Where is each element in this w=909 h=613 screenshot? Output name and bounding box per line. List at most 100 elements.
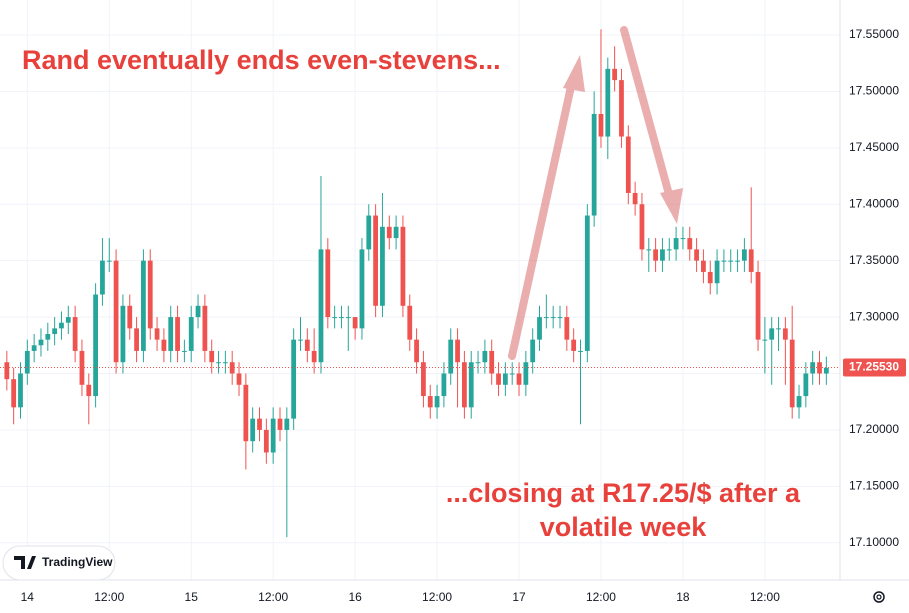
candle-body — [502, 373, 508, 385]
x-tick-label: 16 — [348, 590, 362, 604]
candle-body — [352, 317, 358, 329]
x-tick-label: 18 — [676, 590, 690, 604]
candle-body — [762, 339, 768, 341]
y-tick-label: 17.55000 — [849, 27, 899, 41]
y-tick-label: 17.10000 — [849, 535, 899, 549]
candle-body — [823, 367, 829, 374]
candle-body — [4, 362, 10, 380]
candle-body — [680, 238, 686, 240]
candle-body — [803, 373, 809, 397]
candle-body — [359, 249, 365, 329]
candle-body — [366, 215, 372, 250]
candle-body — [127, 305, 133, 329]
candle-body — [516, 373, 522, 385]
candle-body — [769, 328, 775, 340]
candle-body — [782, 328, 788, 340]
candle-body — [455, 339, 460, 363]
candle-body — [714, 260, 720, 284]
candle-body — [496, 373, 501, 385]
grid — [0, 0, 840, 580]
candle-body — [639, 204, 645, 250]
candle-body — [701, 260, 706, 272]
candle-body — [332, 317, 338, 319]
candle-body — [523, 362, 529, 385]
arrow-down — [620, 26, 683, 224]
candle-body — [373, 215, 378, 306]
candle-body — [707, 271, 713, 284]
candle-body — [646, 249, 652, 251]
candle-body — [257, 418, 262, 430]
x-tick-label: 15 — [185, 590, 199, 604]
candle-body — [45, 334, 51, 340]
candle-body — [250, 418, 256, 442]
candle-body — [687, 238, 693, 250]
candle-body — [222, 362, 228, 364]
last-price-label: 17.25530 — [849, 360, 899, 374]
y-tick-label: 17.40000 — [849, 196, 899, 210]
candle-body — [100, 260, 105, 295]
candle-body — [216, 362, 221, 364]
x-tick-label: 12:00 — [750, 590, 780, 604]
candle-body — [673, 238, 679, 250]
candle-body — [721, 260, 727, 262]
watermark: TradingView — [2, 545, 116, 581]
candle-body — [59, 322, 64, 329]
candle-body — [188, 317, 194, 351]
note-line: volatile week — [540, 512, 708, 542]
candle-body — [263, 429, 269, 453]
candle-body — [564, 317, 570, 340]
candle-body — [748, 249, 754, 272]
candle-body — [24, 350, 30, 374]
candle-body — [202, 305, 208, 351]
candle-body — [31, 345, 37, 351]
candle-body — [236, 373, 242, 385]
x-tick-label: 14 — [21, 590, 35, 604]
candle-body — [660, 249, 665, 261]
candle-body — [462, 362, 467, 408]
candle-body — [407, 305, 413, 340]
candle-body — [468, 362, 474, 408]
candle-body — [52, 328, 58, 335]
candle-body — [86, 384, 92, 397]
candle-body — [393, 226, 399, 239]
y-tick-label: 17.45000 — [849, 140, 899, 154]
settings-icon[interactable] — [873, 591, 885, 603]
candle-body — [543, 317, 549, 319]
x-tick-label: 12:00 — [586, 590, 616, 604]
x-tick-label: 12:00 — [258, 590, 288, 604]
candle-body — [796, 396, 802, 408]
candle-body — [38, 339, 44, 346]
candle-body — [605, 68, 611, 137]
candle-body — [209, 350, 215, 363]
candle-body — [291, 339, 297, 419]
candles — [4, 29, 829, 538]
candle-body — [304, 339, 310, 351]
candle-body — [475, 362, 481, 364]
y-tick-label: 17.15000 — [849, 479, 899, 493]
x-tick-label: 12:00 — [94, 590, 124, 604]
candle-body — [134, 328, 139, 351]
candle-body — [441, 373, 447, 397]
candle-body — [489, 350, 495, 374]
candle-body — [284, 418, 290, 430]
candle-body — [318, 249, 324, 363]
candle-body — [325, 249, 331, 318]
candle-body — [182, 350, 187, 352]
candle-body — [345, 317, 351, 319]
candle-body — [147, 260, 153, 329]
candle-body — [625, 136, 631, 193]
candle-body — [612, 68, 618, 81]
candle-body — [789, 339, 795, 408]
y-tick-label: 17.20000 — [849, 422, 899, 436]
candle-body — [270, 418, 276, 453]
candle-body — [728, 260, 734, 262]
candle-body — [65, 317, 71, 323]
candle-body — [18, 373, 23, 408]
candle-body — [113, 260, 119, 363]
y-tick-label: 17.35000 — [849, 253, 899, 267]
candle-body — [776, 328, 781, 330]
candle-body — [591, 113, 597, 216]
candle-body — [386, 226, 392, 239]
